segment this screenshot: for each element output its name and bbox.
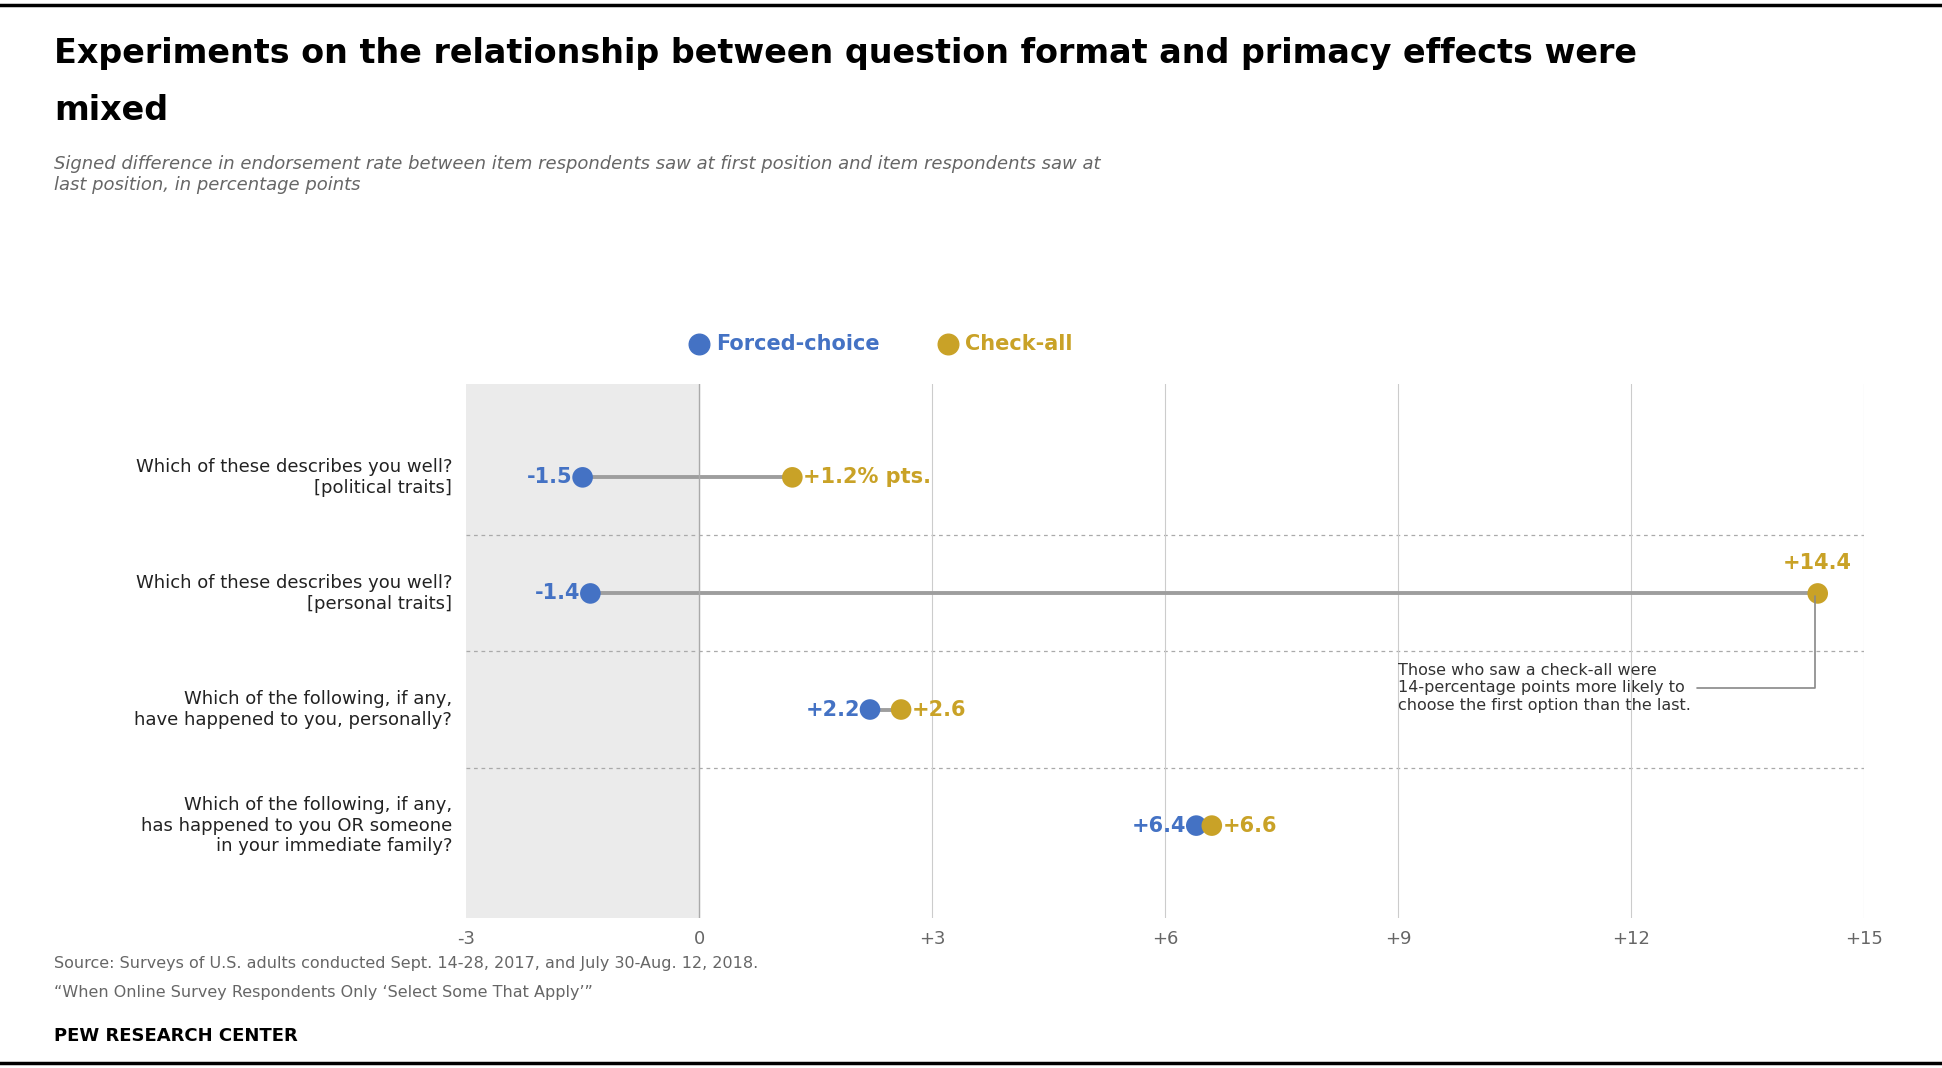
- Text: Which of the following, if any,
have happened to you, personally?: Which of the following, if any, have hap…: [134, 690, 452, 729]
- Text: mixed: mixed: [54, 94, 169, 127]
- Point: [1802, 585, 1833, 602]
- Bar: [466, 384, 699, 918]
- Point: [684, 335, 715, 352]
- Text: Forced-choice: Forced-choice: [717, 334, 880, 354]
- Point: [575, 585, 606, 602]
- Point: [932, 335, 963, 352]
- Text: Which of these describes you well?
[personal traits]: Which of these describes you well? [pers…: [136, 574, 452, 613]
- Point: [777, 469, 808, 486]
- Text: PEW RESEARCH CENTER: PEW RESEARCH CENTER: [54, 1027, 299, 1046]
- Text: Signed difference in endorsement rate between item respondents saw at first posi: Signed difference in endorsement rate be…: [54, 155, 1101, 193]
- Text: -1.4: -1.4: [534, 583, 581, 603]
- Text: Which of these describes you well?
[political traits]: Which of these describes you well? [poli…: [136, 458, 452, 497]
- Point: [1196, 817, 1227, 834]
- Text: +1.2% pts.: +1.2% pts.: [804, 468, 932, 487]
- Point: [886, 701, 917, 718]
- Text: “When Online Survey Respondents Only ‘Select Some That Apply’”: “When Online Survey Respondents Only ‘Se…: [54, 985, 592, 1000]
- Text: Those who saw a check-all were
14-percentage points more likely to
choose the fi: Those who saw a check-all were 14-percen…: [1398, 596, 1816, 712]
- Text: Source: Surveys of U.S. adults conducted Sept. 14-28, 2017, and July 30-Aug. 12,: Source: Surveys of U.S. adults conducted…: [54, 956, 759, 971]
- Text: -1.5: -1.5: [526, 468, 573, 487]
- Text: +14.4: +14.4: [1783, 552, 1853, 572]
- Text: +2.2: +2.2: [806, 700, 860, 720]
- Point: [854, 701, 886, 718]
- Text: Experiments on the relationship between question format and primacy effects were: Experiments on the relationship between …: [54, 37, 1637, 70]
- Point: [1181, 817, 1212, 834]
- Point: [567, 469, 598, 486]
- Text: +6.6: +6.6: [1223, 816, 1278, 835]
- Text: Which of the following, if any,
has happened to you OR someone
in your immediate: Which of the following, if any, has happ…: [142, 796, 452, 855]
- Text: +2.6: +2.6: [913, 700, 967, 720]
- Text: +6.4: +6.4: [1132, 816, 1187, 835]
- Text: Check-all: Check-all: [965, 334, 1072, 354]
